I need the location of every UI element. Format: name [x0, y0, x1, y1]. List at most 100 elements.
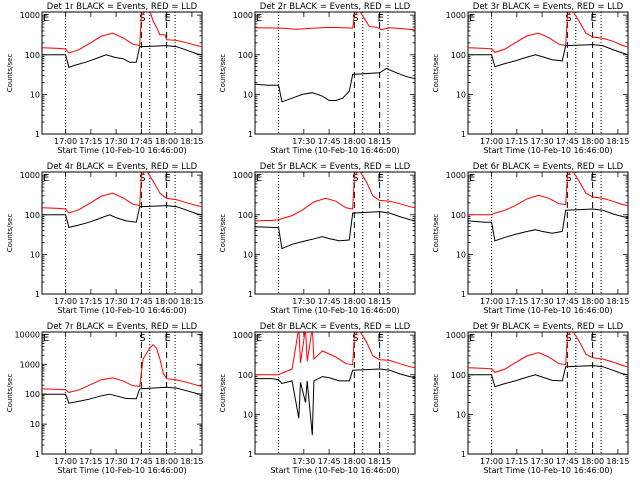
chart-panel: Det 7r BLACK = Events, RED = LLD 1 10 100 10…: [6, 322, 203, 475]
x-tick-label: 17:15: [505, 297, 528, 306]
x-tick-label: 17:30: [531, 297, 554, 306]
events-series-line: [468, 208, 628, 242]
y-tick-label: 1000: [20, 11, 40, 20]
flag-label: E: [590, 333, 596, 344]
series-group: [42, 172, 202, 228]
y-tick-label: 100: [451, 211, 466, 220]
x-tick-label: 18:00: [155, 457, 178, 466]
events-series-line: [255, 211, 415, 250]
x-tick-label: 17:45: [556, 457, 579, 466]
y-axis-label: Counts/sec: [432, 214, 440, 253]
y-tick-label: 100: [25, 211, 40, 220]
series-group: [468, 332, 628, 388]
y-tick-label: 1000: [233, 171, 253, 180]
flag-label: S: [565, 333, 571, 344]
flag-label: S: [352, 13, 358, 24]
lld-series-line: [255, 12, 415, 31]
y-tick-label: 1000: [233, 11, 253, 20]
x-axis-label: Start Time (10-Feb-10 16:46:00): [57, 466, 186, 475]
x-tick-label: 18:00: [581, 457, 604, 466]
y-tick-label: 1: [461, 130, 466, 139]
y-axis-label: Counts/sec: [6, 54, 14, 93]
flag-label: E: [377, 173, 383, 184]
y-tick-label: 1: [248, 130, 253, 139]
chart-title: Det 9r BLACK = Events, RED = LLD: [473, 322, 624, 332]
x-tick-label: 18:15: [606, 137, 629, 146]
y-tick-label: 10: [30, 90, 40, 99]
flag-label: S: [139, 333, 145, 344]
series-group: [42, 343, 202, 404]
flag-label: E: [469, 13, 475, 24]
y-tick-label: 1000: [446, 331, 466, 340]
x-tick-label: 18:00: [343, 137, 366, 146]
chart-panel: Det 2r BLACK = Events, RED = LLD 1 10 100 10…: [219, 2, 416, 155]
x-tick-label: 18:00: [155, 137, 178, 146]
plot-frame: [467, 171, 629, 295]
flag-label: E: [164, 13, 170, 24]
chart-panel: Det 1r BLACK = Events, RED = LLD 1 10 100 10…: [6, 2, 203, 155]
y-axis-label: Counts/sec: [6, 374, 14, 413]
y-tick-label: 10: [243, 90, 253, 99]
x-tick-label: 17:30: [531, 457, 554, 466]
lld-series-line: [255, 332, 415, 376]
x-tick-label: 18:00: [155, 297, 178, 306]
x-tick-label: 18:00: [581, 297, 604, 306]
flag-label: E: [164, 333, 170, 344]
x-tick-label: 17:30: [292, 137, 315, 146]
y-tick-label: 10: [243, 410, 253, 419]
y-tick-label: 1: [35, 290, 40, 299]
flag-label: E: [164, 173, 170, 184]
x-tick-label: 18:00: [581, 137, 604, 146]
flag-label: E: [469, 333, 475, 344]
chart-panel: Det 9r BLACK = Events, RED = LLD 1 10 100 10…: [432, 322, 629, 475]
lld-series-line: [42, 12, 202, 54]
lld-series-line: [468, 332, 628, 373]
y-axis-label: Counts/sec: [219, 374, 227, 413]
y-tick-label: 1: [35, 450, 40, 459]
chart-title: Det 8r BLACK = Events, RED = LLD: [260, 322, 411, 332]
y-tick-label: 100: [25, 51, 40, 60]
x-axis-label: Start Time (10-Feb-10 16:46:00): [57, 146, 186, 155]
x-tick-label: 17:45: [318, 457, 341, 466]
y-tick-label: 10000: [15, 330, 40, 339]
x-tick-label: 17:45: [318, 297, 341, 306]
y-tick-label: 100: [25, 390, 40, 399]
lld-series-line: [255, 172, 415, 222]
flag-label: E: [43, 173, 49, 184]
chart-title: Det 2r BLACK = Events, RED = LLD: [260, 2, 411, 12]
flag-label: E: [43, 13, 49, 24]
flag-label: S: [565, 13, 571, 24]
flag-label: E: [43, 333, 49, 344]
y-axis-label: Counts/sec: [219, 54, 227, 93]
x-tick-label: 17:15: [505, 457, 528, 466]
flag-label: E: [256, 333, 262, 344]
x-tick-label: 17:00: [480, 297, 503, 306]
plot-frame: [254, 11, 416, 135]
x-tick-label: 17:45: [556, 297, 579, 306]
y-tick-label: 10: [243, 250, 253, 259]
x-tick-label: 18:00: [343, 297, 366, 306]
y-tick-label: 1: [248, 450, 253, 459]
x-tick-label: 17:15: [79, 457, 102, 466]
events-series-line: [468, 44, 628, 68]
flag-label: E: [469, 173, 475, 184]
plot-frame: [41, 11, 203, 135]
x-axis-label: Start Time (10-Feb-10 16:46:00): [270, 306, 399, 315]
flag-label: E: [256, 13, 262, 24]
x-tick-label: 18:15: [606, 457, 629, 466]
x-tick-label: 17:45: [318, 137, 341, 146]
x-tick-label: 17:00: [54, 457, 77, 466]
events-series-line: [42, 45, 202, 69]
x-axis-label: Start Time (10-Feb-10 16:46:00): [483, 146, 612, 155]
plot-frame: [41, 171, 203, 295]
plot-frame: [41, 331, 203, 455]
x-tick-label: 17:30: [292, 297, 315, 306]
x-axis-label: Start Time (10-Feb-10 16:46:00): [483, 306, 612, 315]
x-tick-label: 17:30: [531, 137, 554, 146]
plot-frame: [467, 11, 629, 135]
x-tick-label: 17:45: [556, 137, 579, 146]
x-tick-label: 17:00: [480, 137, 503, 146]
flag-label: E: [590, 13, 596, 24]
events-series-line: [468, 365, 628, 388]
y-tick-label: 1000: [20, 171, 40, 180]
